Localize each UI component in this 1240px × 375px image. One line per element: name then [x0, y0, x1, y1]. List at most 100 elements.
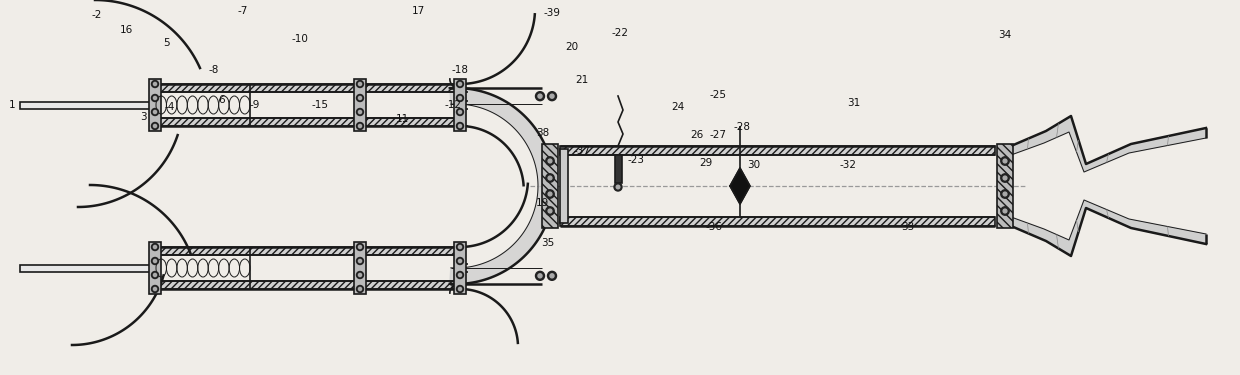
- Bar: [353, 79, 366, 131]
- Circle shape: [546, 174, 554, 182]
- Circle shape: [546, 207, 554, 215]
- Bar: [542, 144, 558, 228]
- Text: 1: 1: [9, 100, 15, 110]
- Text: -27: -27: [709, 130, 727, 140]
- Circle shape: [538, 94, 542, 98]
- Bar: [155, 281, 460, 289]
- Text: 11: 11: [396, 114, 409, 124]
- Text: 21: 21: [575, 75, 589, 85]
- Circle shape: [459, 273, 461, 277]
- Circle shape: [154, 245, 156, 249]
- Circle shape: [456, 108, 464, 115]
- Circle shape: [358, 124, 362, 128]
- Circle shape: [358, 245, 362, 249]
- Circle shape: [459, 110, 461, 114]
- Circle shape: [616, 185, 620, 189]
- Text: 17: 17: [412, 6, 424, 16]
- Text: -9: -9: [249, 100, 260, 110]
- Text: 31: 31: [847, 98, 861, 108]
- Circle shape: [357, 123, 363, 129]
- Text: -15: -15: [311, 100, 329, 110]
- Text: 30: 30: [748, 160, 760, 170]
- Circle shape: [546, 157, 554, 165]
- Circle shape: [151, 94, 159, 102]
- Circle shape: [548, 209, 552, 213]
- Circle shape: [151, 108, 159, 115]
- Circle shape: [548, 272, 557, 280]
- Circle shape: [1003, 209, 1007, 213]
- Text: 6: 6: [218, 95, 226, 105]
- Circle shape: [358, 82, 362, 86]
- Bar: [454, 79, 466, 131]
- Circle shape: [456, 123, 464, 129]
- Text: -32: -32: [839, 160, 857, 170]
- Circle shape: [154, 96, 156, 100]
- Text: -2: -2: [92, 10, 102, 20]
- Circle shape: [1001, 190, 1009, 198]
- Bar: [155, 84, 460, 92]
- Circle shape: [154, 287, 156, 291]
- Circle shape: [358, 96, 362, 100]
- Circle shape: [154, 273, 156, 277]
- Text: -23: -23: [627, 155, 645, 165]
- Circle shape: [1001, 174, 1009, 182]
- Circle shape: [154, 110, 156, 114]
- Bar: [149, 79, 161, 131]
- Circle shape: [154, 82, 156, 86]
- Circle shape: [154, 124, 156, 128]
- Circle shape: [358, 273, 362, 277]
- Circle shape: [614, 183, 622, 191]
- Polygon shape: [1011, 116, 1207, 172]
- Text: 26: 26: [691, 130, 703, 140]
- Circle shape: [358, 110, 362, 114]
- Bar: [997, 144, 1013, 228]
- Text: -37: -37: [573, 146, 590, 156]
- Polygon shape: [450, 88, 554, 284]
- Bar: [560, 217, 994, 226]
- Text: 38: 38: [537, 128, 549, 138]
- Circle shape: [151, 258, 159, 264]
- Circle shape: [536, 272, 544, 280]
- Bar: [560, 146, 994, 155]
- Circle shape: [456, 243, 464, 250]
- Circle shape: [548, 176, 552, 180]
- Text: 33: 33: [901, 222, 915, 232]
- Circle shape: [456, 94, 464, 102]
- Circle shape: [548, 92, 557, 100]
- Circle shape: [551, 94, 554, 98]
- Circle shape: [154, 260, 156, 262]
- Text: 35: 35: [542, 238, 554, 248]
- Bar: [353, 242, 366, 294]
- Circle shape: [357, 285, 363, 292]
- Circle shape: [538, 274, 542, 278]
- Circle shape: [357, 94, 363, 102]
- Circle shape: [546, 190, 554, 198]
- Circle shape: [1003, 159, 1007, 163]
- Circle shape: [357, 243, 363, 250]
- Circle shape: [1003, 192, 1007, 196]
- Text: -7: -7: [238, 6, 248, 16]
- Circle shape: [151, 285, 159, 292]
- Text: -25: -25: [709, 90, 727, 100]
- Circle shape: [151, 81, 159, 87]
- Circle shape: [357, 272, 363, 279]
- Bar: [615, 155, 622, 183]
- Circle shape: [151, 123, 159, 129]
- Circle shape: [456, 272, 464, 279]
- Circle shape: [536, 92, 544, 100]
- Circle shape: [1003, 176, 1007, 180]
- Circle shape: [1001, 157, 1009, 165]
- Text: 20: 20: [565, 42, 579, 52]
- Circle shape: [357, 108, 363, 115]
- Circle shape: [358, 287, 362, 291]
- Bar: [149, 242, 161, 294]
- Circle shape: [456, 285, 464, 292]
- Circle shape: [548, 159, 552, 163]
- Circle shape: [548, 192, 552, 196]
- Text: -22: -22: [611, 28, 629, 38]
- Text: 34: 34: [998, 30, 1012, 40]
- Text: -4: -4: [165, 102, 175, 112]
- Text: -39: -39: [543, 8, 560, 18]
- Text: 19: 19: [536, 198, 548, 208]
- Polygon shape: [730, 168, 750, 204]
